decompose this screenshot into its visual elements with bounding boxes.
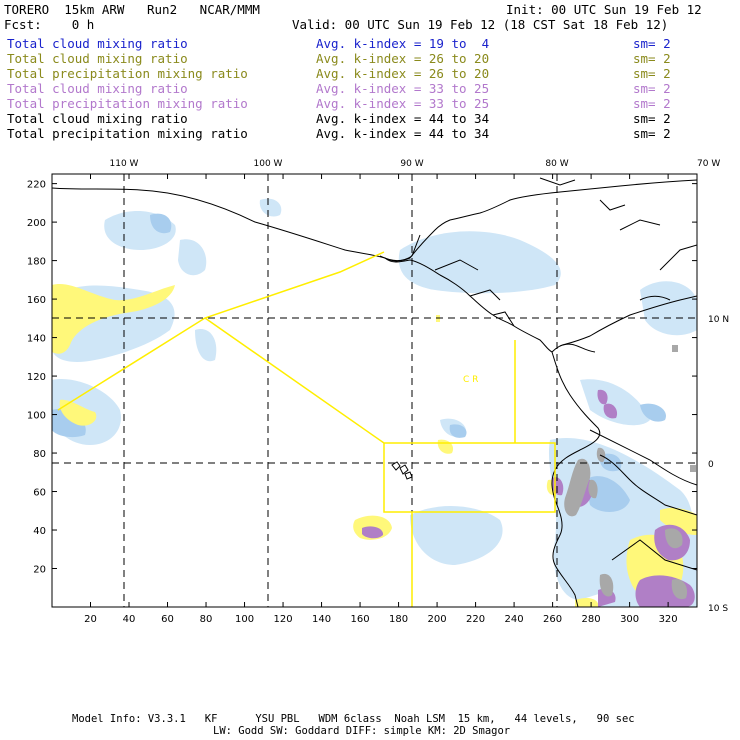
field-kindex: Avg. k-index = 26 to 20 xyxy=(316,51,490,66)
field-smoothing: sm= 2 xyxy=(633,126,671,141)
coastlines xyxy=(52,177,697,607)
field-name: Total cloud mixing ratio xyxy=(7,111,188,126)
x-tick-label: 220 xyxy=(466,614,485,625)
field-name: Total cloud mixing ratio xyxy=(7,81,188,96)
x-tick-label: 200 xyxy=(428,614,447,625)
x-tick-label: 260 xyxy=(543,614,562,625)
field-smoothing: sm= 2 xyxy=(633,111,671,126)
x-tick-label: 60 xyxy=(161,614,174,625)
region-label: C R xyxy=(463,375,478,385)
x-tick-label: 240 xyxy=(505,614,524,625)
y-tick-label: 40 xyxy=(33,526,46,537)
x-tick-label: 100 xyxy=(235,614,254,625)
field-name: Total precipitation mixing ratio xyxy=(7,96,248,111)
field-smoothing: sm= 2 xyxy=(633,66,671,81)
y-axis: 220 200 180 160 140 120 100 80 60 40 20 xyxy=(27,180,697,576)
latitude-label: 10 S xyxy=(708,604,728,614)
field-kindex: Avg. k-index = 33 to 25 xyxy=(316,81,490,96)
longitude-label: 70 W xyxy=(697,159,720,169)
valid-time: Valid: 00 UTC Sun 19 Feb 12 (18 CST Sat … xyxy=(292,17,669,32)
x-tick-label: 280 xyxy=(582,614,601,625)
field-smoothing: sm= 2 xyxy=(633,96,671,111)
longitude-label: 80 W xyxy=(545,159,568,169)
y-tick-label: 140 xyxy=(27,334,46,345)
y-tick-label: 120 xyxy=(27,372,46,383)
x-tick-label: 300 xyxy=(620,614,639,625)
field-smoothing: sm= 2 xyxy=(633,36,671,51)
field-kindex: Avg. k-index = 26 to 20 xyxy=(316,66,490,81)
longitude-label: 100 W xyxy=(254,159,283,169)
y-tick-label: 220 xyxy=(27,180,46,191)
model-info: Model Info: V3.3.1 KF YSU PBL WDM 6class… xyxy=(72,713,635,725)
y-tick-label: 80 xyxy=(33,449,46,460)
x-tick-label: 160 xyxy=(351,614,370,625)
init-time: Init: 00 UTC Sun 19 Feb 12 xyxy=(506,2,702,17)
latitude-label: 0 xyxy=(708,460,714,470)
graticule xyxy=(52,174,697,607)
forecast-hour: Fcst: 0 h xyxy=(4,17,95,32)
field-smoothing: sm= 2 xyxy=(633,51,671,66)
physics-info: LW: Godd SW: Goddard DIFF: simple KM: 2D… xyxy=(213,725,511,737)
y-tick-label: 180 xyxy=(27,257,46,268)
x-tick-label: 80 xyxy=(200,614,213,625)
x-tick-label: 180 xyxy=(389,614,408,625)
field-name: Total precipitation mixing ratio xyxy=(7,126,248,141)
y-tick-label: 20 xyxy=(33,565,46,576)
field-kindex: Avg. k-index = 19 to 4 xyxy=(316,36,490,51)
field-kindex: Avg. k-index = 44 to 34 xyxy=(316,111,490,126)
field-name: Total cloud mixing ratio xyxy=(7,51,188,66)
field-kindex: Avg. k-index = 44 to 34 xyxy=(316,126,490,141)
x-axis: 20 40 60 80 100 120 140 160 180 200 220 240 260 280 30… xyxy=(84,174,678,625)
longitude-labels: 110 W 100 W 90 W 80 W 70 W xyxy=(110,159,721,169)
region-outlines xyxy=(57,251,556,607)
x-tick-label: 40 xyxy=(123,614,136,625)
model-title: TORERO 15km ARW Run2 NCAR/MMM xyxy=(4,2,260,17)
y-tick-label: 60 xyxy=(33,488,46,499)
x-tick-label: 320 xyxy=(659,614,678,625)
precipitation-shading xyxy=(52,198,697,607)
x-tick-label: 20 xyxy=(84,614,97,625)
latitude-labels: 10 N 0 10 S xyxy=(708,315,729,614)
longitude-label: 110 W xyxy=(110,159,139,169)
field-name: Total precipitation mixing ratio xyxy=(7,66,248,81)
x-tick-label: 140 xyxy=(312,614,331,625)
y-tick-label: 200 xyxy=(27,218,46,229)
plot-frame xyxy=(51,173,698,608)
y-tick-label: 160 xyxy=(27,295,46,306)
field-name: Total cloud mixing ratio xyxy=(7,36,188,51)
y-tick-label: 100 xyxy=(27,411,46,422)
longitude-label: 90 W xyxy=(400,159,423,169)
field-kindex: Avg. k-index = 33 to 25 xyxy=(316,96,490,111)
x-tick-label: 120 xyxy=(273,614,292,625)
field-smoothing: sm= 2 xyxy=(633,81,671,96)
latitude-label: 10 N xyxy=(708,315,729,325)
